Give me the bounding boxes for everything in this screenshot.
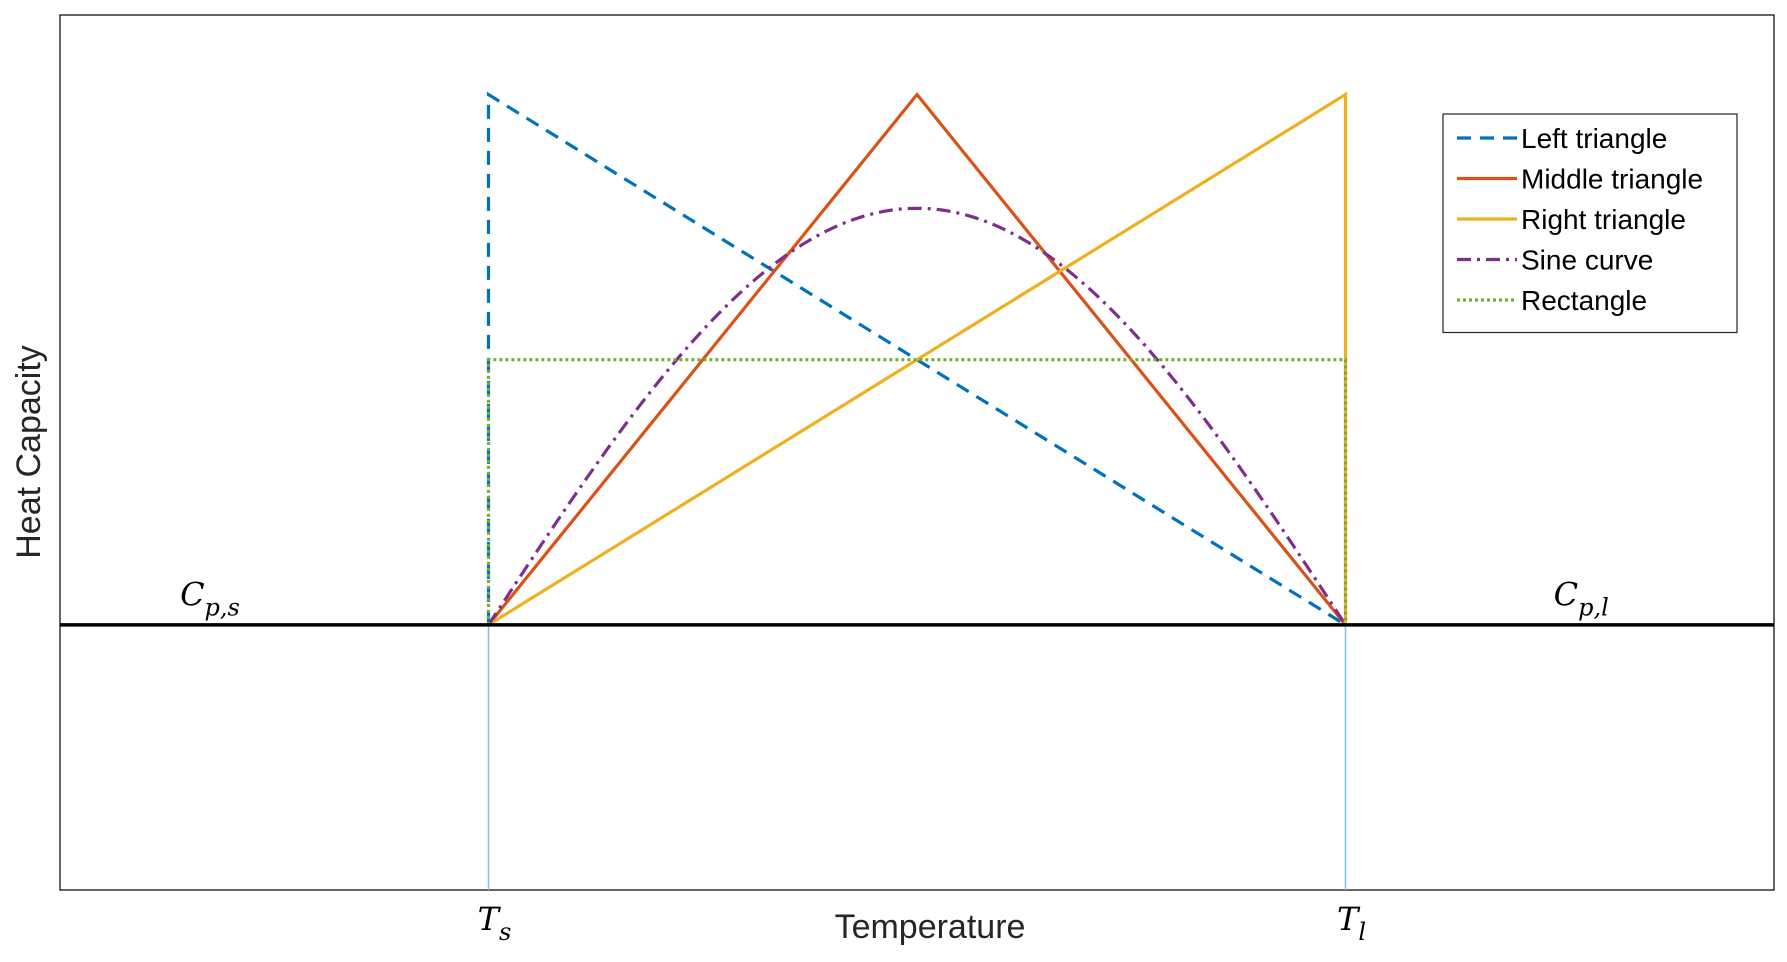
legend-label-left-triangle: Left triangle [1521,123,1667,154]
x-tick-label-1: Ts [478,900,512,946]
x-axis-label: Temperature [835,908,1026,946]
annotation-layer: Cp,s Cp,l [180,576,1609,622]
legend-label-middle-triangle: Middle triangle [1521,164,1703,195]
annotation-label-1: Cp,s [180,576,240,622]
legend-box [1442,113,1738,334]
series-line-left-triangle [486,91,1347,627]
x-tick-label-2: Tl [1337,900,1366,946]
legend-label-rectangle: Rectangle [1521,285,1647,316]
series-layer [60,91,1774,890]
series-line-right-triangle [487,91,1348,627]
legend: Left triangle Middle triangle Right triang… [1442,113,1738,334]
series-line-middle-triangle [487,92,1347,626]
legend-label-right-triangle: Right triangle [1521,204,1686,235]
tick-layer: Ts Tl [478,900,1366,946]
legend-label-sine-curve: Sine curve [1521,245,1653,276]
series-line-sine-curve [487,206,1347,626]
annotation-label-2: Cp,l [1554,576,1609,622]
series-line-rectangle [486,358,1348,625]
y-axis-label: Heat Capacity [10,345,48,559]
